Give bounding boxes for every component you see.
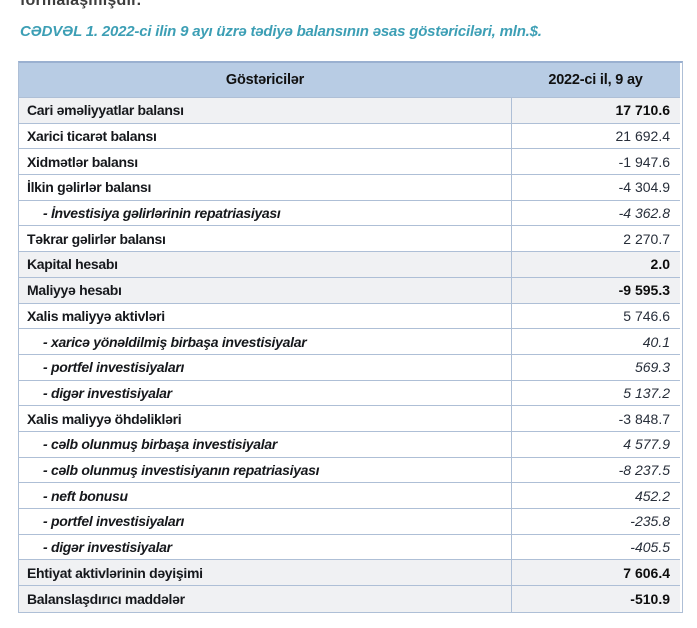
table-caption: CƏDVƏL 1. 2022-ci ilin 9 ayı üzrə tədiyə… <box>20 23 542 40</box>
row-value: 2 270.7 <box>511 226 680 253</box>
row-value: -1 947.6 <box>511 149 680 176</box>
row-value: 569.3 <box>511 354 680 381</box>
row-label: - cəlb olunmuş investisiyanın repatriasi… <box>19 458 511 484</box>
row-value: 2.0 <box>511 252 680 278</box>
row-label: - neft bonusu <box>19 483 511 509</box>
row-label: Ehtiyat aktivlərinin dəyişimi <box>19 560 511 587</box>
row-value: 7 606.4 <box>511 560 680 587</box>
row-value: 5 746.6 <box>511 303 680 330</box>
row-label: Xarici ticarət balansı <box>19 124 511 150</box>
row-label: Balanslaşdırıcı maddələr <box>19 586 511 612</box>
row-label: - cəlb olunmuş birbaşa investisiyalar <box>19 432 511 458</box>
clipped-paragraph-text: formalaşmışdır. <box>20 0 142 9</box>
clipped-paragraph: formalaşmışdır. <box>20 0 141 11</box>
row-label: - portfel investisiyaları <box>19 509 511 535</box>
row-value: -8 237.5 <box>511 457 680 484</box>
row-value: -235.8 <box>511 509 680 535</box>
row-value: 4 577.9 <box>511 431 680 458</box>
row-label: Xalis maliyyə öhdəlikləri <box>19 406 511 432</box>
column-header-period: 2022-ci il, 9 ay <box>511 63 680 98</box>
row-value: 5 137.2 <box>511 380 680 407</box>
row-label: - İnvestisiya gəlirlərinin repatriasiyas… <box>19 201 511 227</box>
row-label: - xaricə yönəldilmiş birbaşa investisiya… <box>19 329 511 355</box>
row-value: -4 304.9 <box>511 175 680 201</box>
row-label: Xidmətlər balansı <box>19 149 511 176</box>
row-value: 17 710.6 <box>511 98 680 124</box>
row-label: Cari əməliyyatlar balansı <box>19 98 511 124</box>
row-value: -9 595.3 <box>511 277 680 304</box>
row-label: Kapital hesabı <box>19 252 511 278</box>
row-label: Maliyyə hesabı <box>19 277 511 304</box>
column-header-indicator: Göstəricilər <box>19 63 511 98</box>
row-label: - digər investisiyalar <box>19 535 511 561</box>
row-value: 21 692.4 <box>511 123 680 150</box>
row-value: -3 848.7 <box>511 406 680 432</box>
row-label: - portfel investisiyaları <box>19 355 511 381</box>
row-value: 40.1 <box>511 329 680 355</box>
balance-table: Göstəricilər 2022-ci il, 9 ay Cari əməli… <box>18 61 683 613</box>
row-label: - digər investisiyalar <box>19 381 511 407</box>
row-label: Xalis maliyyə aktivləri <box>19 304 511 330</box>
row-value: 452.2 <box>511 483 680 509</box>
row-label: İlkin gəlirlər balansı <box>19 175 511 201</box>
row-value: -4 362.8 <box>511 200 680 227</box>
row-value: -510.9 <box>511 586 680 612</box>
row-label: Təkrar gəlirlər balansı <box>19 226 511 253</box>
row-value: -405.5 <box>511 534 680 561</box>
